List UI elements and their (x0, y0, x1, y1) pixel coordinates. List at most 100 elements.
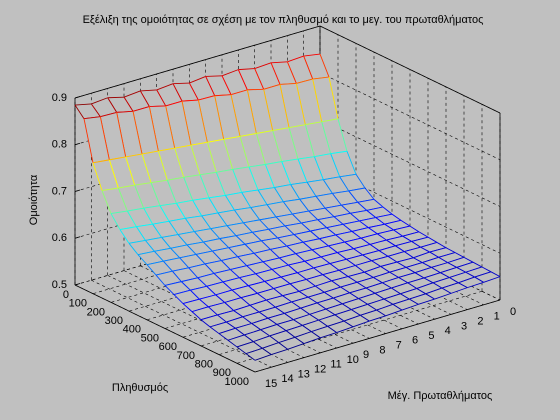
mesh-edge (172, 83, 183, 102)
mesh-edge (353, 248, 363, 256)
mesh-edge (347, 271, 365, 277)
mesh-edge (400, 293, 410, 300)
mesh-edge (367, 303, 377, 311)
mesh-edge (295, 83, 306, 125)
mesh-edge (366, 210, 376, 218)
mesh-edge (324, 207, 335, 218)
mesh-edge (168, 221, 179, 235)
mesh-edge (429, 247, 447, 253)
mesh-edge (218, 333, 229, 341)
mesh-edge (371, 260, 381, 267)
mesh-edge (407, 277, 425, 284)
mesh-edge (441, 282, 459, 289)
mesh-edge (374, 287, 392, 294)
mesh-edge (232, 169, 243, 193)
mesh-edge (360, 309, 377, 316)
mesh-edge (322, 269, 340, 276)
mesh-edge (164, 285, 175, 295)
mesh-edge (409, 298, 419, 305)
mesh-edge (223, 135, 241, 140)
mesh-edge (197, 272, 215, 279)
mesh-edge (440, 272, 450, 278)
mesh-edge (164, 281, 182, 286)
mesh-edge (288, 124, 306, 129)
mesh-edge (107, 97, 118, 113)
mesh-edge (387, 251, 405, 257)
mesh-edge (263, 89, 274, 131)
mesh-edge (337, 118, 348, 152)
mesh-edge (237, 256, 247, 267)
mesh-edge (303, 337, 321, 344)
mesh-edge (304, 124, 315, 157)
mesh-edge (351, 227, 369, 232)
mesh-edge (454, 252, 465, 258)
mesh-edge (456, 261, 474, 268)
mesh-edge (301, 222, 311, 232)
mesh-edge (285, 324, 303, 332)
mesh-edge (281, 161, 292, 185)
mesh-edge (157, 150, 168, 181)
mesh-edge (373, 199, 384, 208)
mesh-edge (158, 147, 175, 152)
mesh-edge (311, 245, 329, 251)
mesh-edge (245, 353, 256, 361)
mesh-edge (297, 272, 307, 280)
mesh-edge (337, 248, 354, 254)
mesh-edge (376, 303, 394, 311)
x-tick-label: 12 (314, 364, 326, 376)
mesh-edge (186, 244, 197, 255)
mesh-edge (325, 308, 336, 316)
mesh-edge (346, 254, 363, 260)
mesh-edge (203, 241, 213, 252)
mesh-edge (132, 111, 143, 155)
axis-box (74, 25, 321, 99)
mesh-edge (280, 272, 298, 278)
mesh-edge (396, 257, 414, 263)
mesh-edge (358, 292, 376, 300)
mesh-edge (288, 127, 299, 160)
mesh-edge (342, 223, 353, 232)
mesh-edge (401, 303, 419, 311)
mesh-edge (217, 209, 235, 214)
mesh-edge (389, 266, 407, 273)
mesh-edge (181, 277, 198, 283)
mesh-edge (146, 260, 164, 266)
mesh-edge (382, 277, 399, 284)
mesh-edge (246, 89, 257, 134)
mesh-edge (228, 247, 238, 257)
mesh-edge (219, 235, 237, 240)
mesh-edge (83, 118, 94, 163)
mesh-edge (208, 306, 218, 316)
mesh-edge (153, 250, 164, 262)
mesh-edge (201, 215, 212, 229)
mesh-edge (230, 269, 240, 278)
mesh-edge (329, 263, 340, 271)
mesh-edge (303, 55, 314, 80)
mesh-edge (260, 329, 270, 337)
mesh-edge (414, 266, 432, 274)
mesh-edge (271, 348, 288, 356)
mesh-edge (221, 260, 231, 270)
mesh-edge (400, 219, 411, 227)
mesh-edge (344, 241, 354, 250)
mesh-edge (425, 293, 435, 300)
mesh-edge (333, 216, 344, 225)
mesh-edge (395, 245, 405, 252)
mesh-edge (206, 281, 224, 287)
mesh-edge (266, 201, 284, 206)
mesh-edge (286, 61, 297, 84)
z-tick-label: 0.8 (52, 139, 67, 151)
mesh-edge (239, 136, 250, 168)
x-axis-label: Μέγ. Πρωταθλήματος (388, 390, 493, 402)
mesh-edge (449, 271, 466, 278)
y-tick-label: 500 (141, 332, 159, 344)
mesh-edge (259, 219, 269, 230)
mesh-edge (208, 197, 219, 214)
mesh-edge (320, 332, 337, 339)
mesh-edge (128, 243, 139, 255)
mesh-edge (422, 256, 439, 264)
mesh-edge (199, 171, 217, 176)
mesh-edge (350, 212, 360, 222)
mesh-edge (241, 192, 252, 208)
mesh-edge (137, 250, 155, 256)
